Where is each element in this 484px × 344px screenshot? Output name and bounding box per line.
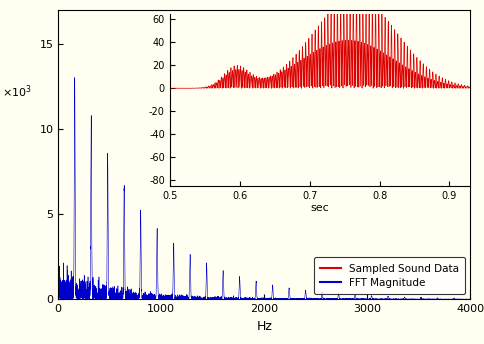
X-axis label: Hz: Hz	[256, 320, 272, 333]
Text: $\times 10^3$: $\times 10^3$	[2, 83, 32, 99]
Legend: Sampled Sound Data, FFT Magnitude: Sampled Sound Data, FFT Magnitude	[313, 257, 464, 294]
X-axis label: sec: sec	[310, 203, 329, 213]
